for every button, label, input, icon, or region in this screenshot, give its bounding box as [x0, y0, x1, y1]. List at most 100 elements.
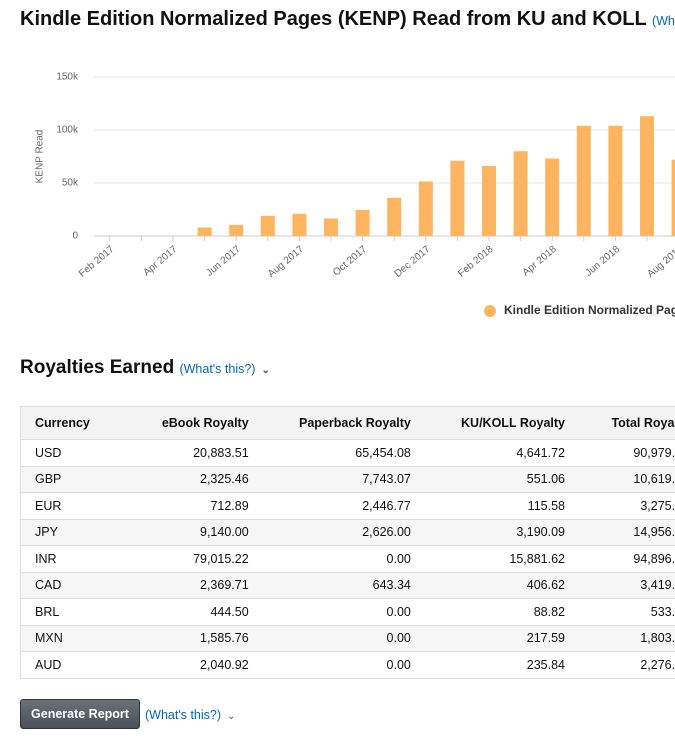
- generate-report-button[interactable]: Generate Report: [20, 699, 140, 729]
- table-cell: 9,140.00: [139, 518, 249, 546]
- y-tick-label: 100k: [56, 125, 79, 136]
- table-cell: USD: [20, 439, 140, 466]
- bar: [608, 125, 623, 236]
- column-header: KU/KOLL Royalty: [410, 406, 565, 440]
- caret: ⌄: [227, 711, 236, 722]
- column-header: Total Royalty: [564, 406, 675, 440]
- bar: [324, 218, 338, 236]
- table-cell: 0.00: [248, 598, 411, 625]
- table-cell: 712.89: [139, 492, 249, 519]
- table-cell: 235.84: [410, 651, 565, 678]
- table-cell: 94,896.84: [564, 545, 675, 572]
- x-tick-label: Dec 2017: [393, 244, 433, 280]
- table-cell: 20,883.51: [139, 439, 249, 466]
- chart-title: Kindle Edition Normalized Pages (KENP) R…: [20, 8, 647, 30]
- help-link[interactable]: (What's this?): [179, 362, 256, 376]
- bar: [482, 166, 496, 236]
- table-cell: 1,585.76: [139, 624, 249, 652]
- table-cell: 10,619.59: [564, 465, 675, 493]
- bar: [229, 224, 244, 236]
- table-cell: INR: [20, 545, 140, 572]
- bar: [640, 116, 654, 236]
- table-cell: 444.50: [139, 598, 249, 625]
- table-cell: 3,190.09: [410, 518, 565, 546]
- y-tick-label: 150k: [56, 72, 79, 83]
- table-cell: EUR: [20, 492, 140, 519]
- table-cell: MXN: [20, 624, 140, 652]
- x-tick-label: Jun 2018: [583, 244, 622, 279]
- table-cell: AUD: [20, 651, 140, 678]
- table-cell: 2,369.71: [139, 571, 249, 599]
- royalties-table: Currency eBook Royalty Paperback Royalty KU…: [20, 406, 675, 679]
- table-cell: BRL: [20, 598, 140, 625]
- table-cell: 65,454.08: [248, 439, 411, 466]
- x-tick-label: Aug 2018: [645, 244, 675, 280]
- table-cell: 7,743.07: [248, 465, 411, 493]
- bar: [545, 158, 560, 236]
- legend-label: Kindle Edition Normalized Pages: [504, 303, 675, 317]
- table-cell: 406.62: [410, 571, 565, 599]
- caret: ⌄: [261, 365, 270, 376]
- table-cell: 551.06: [410, 465, 565, 493]
- table-cell: 217.59: [410, 624, 565, 652]
- column-header: eBook Royalty: [139, 406, 249, 440]
- table-cell: 2,446.77: [248, 492, 411, 519]
- y-tick-label: 50k: [62, 178, 79, 189]
- chart: 0 50k 100k 150k KENP Read Feb 2017 Apr 2017 Jun…: [35, 72, 675, 317]
- table-wrap: Currency eBook Royalty Paperback Royalty KU…: [20, 406, 675, 679]
- table-cell: GBP: [20, 465, 140, 493]
- table-cell: 88.82: [410, 598, 565, 625]
- bar: [387, 197, 402, 236]
- table-cell: 115.58: [410, 492, 565, 519]
- x-tick-label: Jun 2017: [204, 244, 243, 279]
- table-cell: CAD: [20, 571, 140, 599]
- x-tick-label: Aug 2017: [266, 244, 306, 280]
- y-tick-label: 0: [72, 231, 78, 242]
- x-tick-label: Feb 2017: [77, 244, 117, 280]
- bar: [513, 151, 528, 236]
- header-row: Currency eBook Royalty Paperback Royalty KU…: [20, 406, 675, 440]
- table-cell: 15,881.62: [410, 545, 565, 572]
- report-help: (What's this?) ⌄: [145, 706, 235, 724]
- help-link[interactable]: (What's this?): [145, 708, 222, 722]
- table-cell: 3,419.67: [564, 571, 675, 599]
- table-cell: 79,015.22: [139, 545, 249, 572]
- table-cell: 2,626.00: [248, 518, 411, 546]
- x-tick-label: Feb 2018: [456, 244, 496, 280]
- table-cell: 2,325.46: [139, 465, 249, 493]
- legend-swatch: [484, 305, 496, 317]
- table-body: USD20,883.5165,454.084,641.7290,979.31GB…: [20, 439, 675, 678]
- table-cell: 0.00: [248, 624, 411, 652]
- help-link[interactable]: (What's this?): [651, 14, 675, 28]
- table-cell: JPY: [20, 518, 140, 546]
- table-cell: 643.34: [248, 571, 411, 599]
- bar: [197, 227, 212, 236]
- table-cell: 1,803.35: [564, 624, 675, 652]
- y-axis-label: KENP Read: [35, 130, 46, 184]
- bar: [450, 160, 465, 236]
- bar: [418, 181, 433, 236]
- bar: [576, 125, 591, 236]
- table-cell: 2,276.76: [564, 651, 675, 678]
- x-tick-label: Apr 2017: [141, 244, 179, 279]
- table-cell: 90,979.31: [564, 439, 675, 466]
- table-cell: 533.32: [564, 598, 675, 625]
- chart-title-row: Kindle Edition Normalized Pages (KENP) R…: [20, 8, 675, 31]
- table-cell: 4,641.72: [410, 439, 565, 466]
- table-cell: 14,956.09: [564, 518, 675, 546]
- column-header: Paperback Royalty: [248, 406, 411, 440]
- table-cell: 0.00: [248, 651, 411, 678]
- table-cell: 0.00: [248, 545, 411, 572]
- section-title: Royalties Earned (What's this?) ⌄: [20, 357, 270, 379]
- bar: [355, 210, 370, 236]
